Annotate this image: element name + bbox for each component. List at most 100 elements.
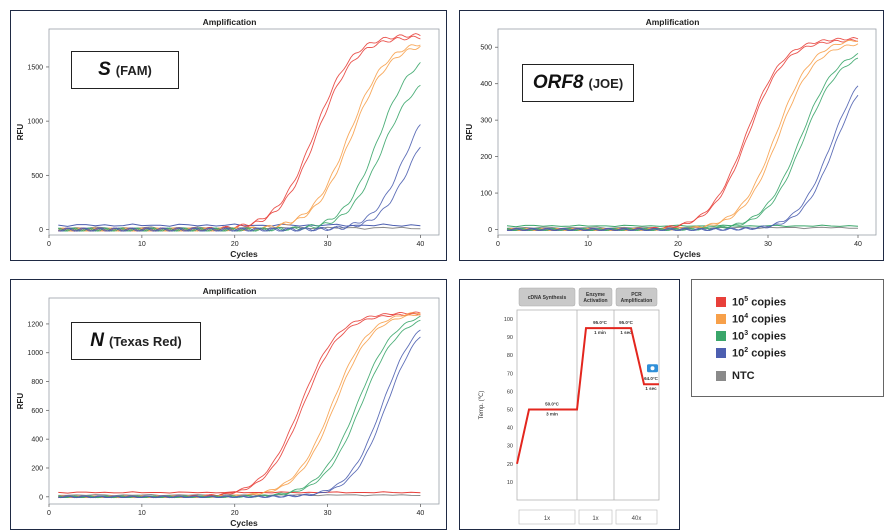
legend-label: 103 copies xyxy=(732,330,786,343)
thermal-profile-panel: cDNA Synthesis 1x Enzyme Activation 1x PCR Amp… xyxy=(459,279,680,530)
legend-item: 105 copies xyxy=(716,296,786,309)
step-time: 1 min xyxy=(594,330,606,335)
x-tick-label: 30 xyxy=(324,510,332,517)
x-tick-label: 20 xyxy=(674,241,682,248)
stage-name: Amplification xyxy=(621,298,653,304)
legend-label: NTC xyxy=(732,370,755,382)
x-tick-label: 0 xyxy=(47,241,51,248)
step-temperature: 64.0°C xyxy=(644,376,659,381)
stage-name: Activation xyxy=(583,298,607,304)
y-tick-label: 0 xyxy=(488,227,492,234)
cycle-count: 1x xyxy=(544,516,550,522)
chart-title: Amplification xyxy=(646,17,700,27)
step-temperature: 95.0°C xyxy=(619,320,634,325)
y-tick-label: 50 xyxy=(507,408,513,414)
cycle-count: 1x xyxy=(592,516,598,522)
amplification-chart-orf8: Amplification 0 100 200 300 400 500 0 10 20 30 40 Cy… xyxy=(460,11,884,262)
y-tick-label: 30 xyxy=(507,444,513,450)
step-temperature: 95.0°C xyxy=(593,320,608,325)
y-tick-label: 60 xyxy=(507,389,513,395)
y-axis-label: Temp. (℃) xyxy=(479,391,485,420)
amplification-curve xyxy=(507,86,858,231)
x-axis-label: Cycles xyxy=(230,518,258,528)
gene-label-box-orf8: ORF8 (JOE) xyxy=(522,64,634,102)
legend-item: NTC xyxy=(716,370,755,382)
step-temperature: 50.0°C xyxy=(545,402,560,407)
legend-item: 104 copies xyxy=(716,313,786,326)
x-tick-label: 10 xyxy=(138,510,146,517)
y-tick-label: 0 xyxy=(39,227,43,234)
gene-name-orf8: ORF8 xyxy=(533,72,584,94)
y-tick-label: 40 xyxy=(507,426,513,432)
amplification-curve xyxy=(58,337,420,498)
cycle-count: 40x xyxy=(632,516,642,522)
amplification-chart-s: Amplification 0 500 1000 1500 0 10 20 30 40 Cycles… xyxy=(11,11,448,262)
y-tick-label: 600 xyxy=(31,408,43,415)
y-axis-label: RFU xyxy=(465,124,474,141)
x-tick-label: 0 xyxy=(496,241,500,248)
legend: 105 copies 104 copies 103 copies 102 cop… xyxy=(691,279,884,397)
y-tick-label: 1000 xyxy=(27,350,43,357)
legend-swatch xyxy=(716,314,726,324)
amplification-curve xyxy=(58,85,420,231)
step-time: 1 sec xyxy=(620,330,632,335)
y-tick-label: 80 xyxy=(507,353,513,359)
step-time: 1 sec xyxy=(645,386,657,391)
y-tick-label: 400 xyxy=(31,437,43,444)
y-tick-label: 100 xyxy=(504,317,513,323)
dye-label-n: (Texas Red) xyxy=(109,334,182,349)
y-axis-label: RFU xyxy=(16,124,25,141)
chart-title: Amplification xyxy=(203,17,257,27)
amplification-curve xyxy=(58,147,420,231)
baseline-series xyxy=(58,492,420,493)
legend-swatch xyxy=(716,348,726,358)
y-tick-label: 400 xyxy=(480,81,492,88)
y-tick-label: 1200 xyxy=(27,321,43,328)
y-tick-label: 100 xyxy=(480,191,492,198)
x-axis-label: Cycles xyxy=(230,249,258,259)
y-tick-label: 0 xyxy=(39,494,43,501)
y-tick-label: 90 xyxy=(507,335,513,341)
y-tick-label: 70 xyxy=(507,371,513,377)
chart-title: Amplification xyxy=(203,286,257,296)
y-tick-label: 200 xyxy=(31,465,43,472)
gene-label-box-s: S (FAM) xyxy=(71,51,179,89)
y-tick-label: 20 xyxy=(507,462,513,468)
x-tick-label: 40 xyxy=(417,241,425,248)
step-time: 3 min xyxy=(546,412,558,417)
gene-label-box-n: N (Texas Red) xyxy=(71,322,201,360)
x-tick-label: 20 xyxy=(231,241,239,248)
y-tick-label: 500 xyxy=(480,45,492,52)
gene-name-s: S xyxy=(98,59,111,81)
x-axis-label: Cycles xyxy=(673,249,701,259)
y-axis-label: RFU xyxy=(16,393,25,410)
x-tick-label: 30 xyxy=(764,241,772,248)
amplification-curve xyxy=(507,95,858,230)
dye-label-orf8: (JOE) xyxy=(589,76,624,91)
legend-swatch xyxy=(716,331,726,341)
camera-lens xyxy=(651,366,655,370)
legend-swatch xyxy=(716,371,726,381)
chart-panel-orf8: Amplification 0 100 200 300 400 500 0 10 20 30 40 Cy… xyxy=(459,10,884,261)
y-tick-label: 1000 xyxy=(27,119,43,126)
legend-item: 102 copies xyxy=(716,347,786,360)
stage-name: cDNA Synthesis xyxy=(528,295,567,301)
legend-label: 105 copies xyxy=(732,296,786,309)
amplification-chart-n: Amplification 0 200 400 600 800 1000 1200 0 10 20 3… xyxy=(11,280,448,531)
x-tick-label: 10 xyxy=(584,241,592,248)
x-tick-label: 0 xyxy=(47,510,51,517)
chart-panel-n: Amplification 0 200 400 600 800 1000 1200 0 10 20 3… xyxy=(10,279,447,530)
y-tick-label: 800 xyxy=(31,379,43,386)
y-tick-label: 300 xyxy=(480,118,492,125)
x-tick-label: 40 xyxy=(417,510,425,517)
dye-label-s: (FAM) xyxy=(116,63,152,78)
baseline-series xyxy=(507,225,858,227)
y-tick-label: 10 xyxy=(507,480,513,486)
y-tick-label: 500 xyxy=(31,173,43,180)
x-tick-label: 10 xyxy=(138,241,146,248)
chart-panel-s: Amplification 0 500 1000 1500 0 10 20 30 40 Cycles… xyxy=(10,10,447,261)
legend-label: 104 copies xyxy=(732,313,786,326)
legend-swatch xyxy=(716,297,726,307)
y-tick-label: 1500 xyxy=(27,64,43,71)
